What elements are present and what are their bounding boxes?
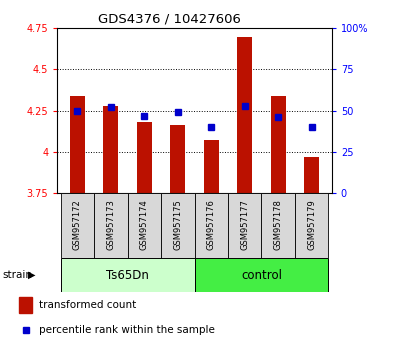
Text: GSM957177: GSM957177 [240, 199, 249, 250]
Text: GSM957173: GSM957173 [106, 199, 115, 250]
Bar [170, 125, 185, 193]
Bar [103, 106, 118, 193]
Bar [261, 193, 295, 258]
Bar [60, 258, 195, 292]
Bar [128, 193, 161, 258]
Text: percentile rank within the sample: percentile rank within the sample [40, 325, 215, 335]
Bar [195, 193, 228, 258]
Text: Ts65Dn: Ts65Dn [106, 269, 149, 282]
Text: GSM957176: GSM957176 [207, 199, 216, 250]
Bar [19, 297, 32, 313]
Bar [271, 96, 286, 193]
Bar [60, 193, 94, 258]
Text: transformed count: transformed count [40, 300, 137, 310]
Text: GSM957179: GSM957179 [307, 199, 316, 250]
Text: strain: strain [2, 270, 32, 280]
Text: GSM957174: GSM957174 [140, 199, 149, 250]
Bar [304, 157, 319, 193]
Text: GSM957175: GSM957175 [173, 199, 182, 250]
Bar [137, 122, 152, 193]
Bar [70, 96, 85, 193]
Text: ▶: ▶ [28, 270, 36, 280]
Text: GDS4376 / 10427606: GDS4376 / 10427606 [98, 12, 241, 25]
Bar [94, 193, 128, 258]
Bar [161, 193, 195, 258]
Text: control: control [241, 269, 282, 282]
Text: GSM957178: GSM957178 [274, 199, 283, 250]
Bar [204, 140, 219, 193]
Text: GSM957172: GSM957172 [73, 199, 82, 250]
Bar [228, 193, 261, 258]
Bar [295, 193, 329, 258]
Bar [195, 258, 329, 292]
Bar [237, 36, 252, 193]
